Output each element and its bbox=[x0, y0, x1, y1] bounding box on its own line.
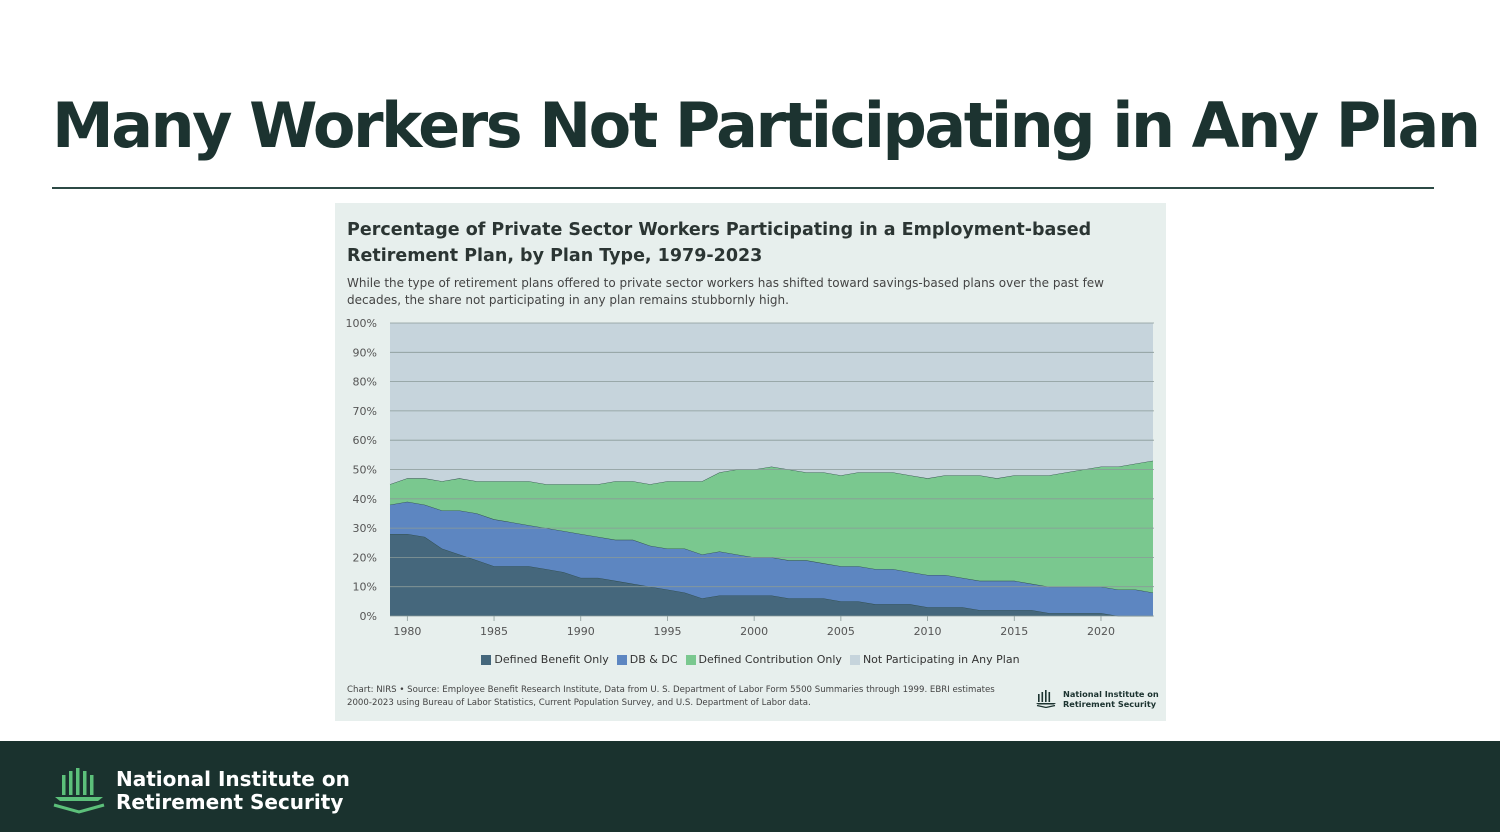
y-tick-label: 40% bbox=[353, 493, 377, 506]
y-tick-label: 80% bbox=[353, 376, 377, 389]
legend-swatch bbox=[685, 654, 696, 665]
chart-card: Percentage of Private Sector Workers Par… bbox=[335, 203, 1166, 721]
y-tick-label: 60% bbox=[353, 434, 377, 447]
x-tick-label: 1995 bbox=[653, 625, 681, 638]
y-tick-label: 0% bbox=[360, 610, 377, 623]
chart-legend: Defined Benefit Only DB & DC Defined Contr… bbox=[335, 653, 1166, 666]
y-tick-label: 10% bbox=[353, 581, 377, 594]
legend-label: Defined Contribution Only bbox=[698, 653, 842, 666]
y-tick-label: 50% bbox=[353, 464, 377, 477]
footer-bar: National Institute on Retirement Securit… bbox=[0, 741, 1500, 832]
legend-item: Defined Contribution Only bbox=[685, 653, 842, 666]
x-tick-label: 2020 bbox=[1087, 625, 1115, 638]
footer-org-name: National Institute on Retirement Securit… bbox=[116, 768, 350, 814]
legend-swatch bbox=[616, 654, 627, 665]
chart-title: Percentage of Private Sector Workers Par… bbox=[347, 220, 1092, 266]
x-tick-label: 2015 bbox=[1000, 625, 1028, 638]
legend-swatch bbox=[481, 654, 492, 665]
nirs-logo-icon bbox=[1036, 690, 1056, 708]
stacked-area-chart: 0% 10% 20% 30% 40% 50% 60% 70% 80% 90% 100% 1980 198… bbox=[346, 317, 1154, 638]
legend-label: Not Participating in Any Plan bbox=[862, 653, 1020, 666]
card-logo-line1: National Institute on bbox=[1063, 689, 1159, 699]
x-tick-label: 2005 bbox=[827, 625, 855, 638]
x-tick-label: 1985 bbox=[480, 625, 508, 638]
legend-swatch bbox=[849, 654, 860, 665]
y-tick-label: 90% bbox=[353, 346, 377, 359]
card-logo: National Institute on Retirement Securit… bbox=[1035, 689, 1159, 709]
nirs-logo-icon bbox=[53, 768, 105, 814]
area-series-0 bbox=[390, 534, 1153, 616]
chart-subtitle: While the type of retirement plans offer… bbox=[347, 276, 1104, 307]
area-series-1 bbox=[390, 501, 1153, 616]
x-tick-label: 1980 bbox=[393, 625, 421, 638]
y-tick-label: 70% bbox=[353, 405, 377, 418]
legend-item: Defined Benefit Only bbox=[481, 653, 609, 666]
y-tick-label: 100% bbox=[346, 317, 377, 330]
y-tick-label: 20% bbox=[353, 551, 377, 564]
area-series-2 bbox=[390, 460, 1153, 593]
footer-line2: Retirement Security bbox=[116, 790, 344, 814]
footer-line1: National Institute on bbox=[116, 767, 350, 791]
title-divider bbox=[52, 187, 1434, 189]
legend-item: Not Participating in Any Plan bbox=[849, 653, 1020, 666]
legend-label: Defined Benefit Only bbox=[494, 653, 609, 666]
chart-source: Chart: NIRS • Source: Employee Benefit R… bbox=[347, 685, 995, 708]
card-logo-line2: Retirement Security bbox=[1063, 699, 1157, 709]
legend-item: DB & DC bbox=[616, 653, 678, 666]
legend-label: DB & DC bbox=[629, 653, 678, 666]
area-series-3 bbox=[390, 323, 1153, 485]
x-tick-label: 2000 bbox=[740, 625, 768, 638]
x-tick-label: 2010 bbox=[914, 625, 942, 638]
slide-title: Many Workers Not Participating in Any Pl… bbox=[52, 89, 1481, 162]
y-tick-label: 30% bbox=[353, 522, 377, 535]
x-tick-label: 1990 bbox=[567, 625, 595, 638]
